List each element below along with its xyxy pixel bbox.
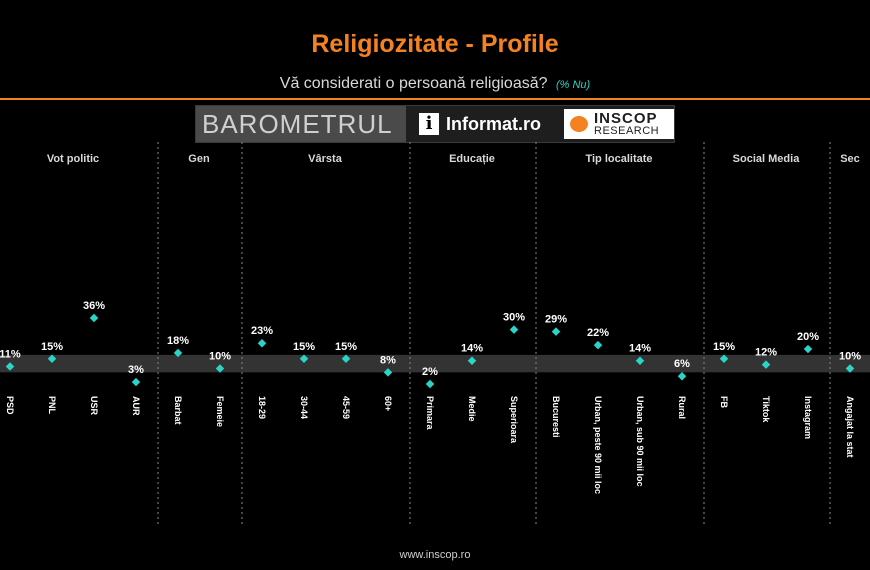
data-label: 2% <box>422 366 438 378</box>
informat-logo-icon: i <box>419 113 439 135</box>
category-label: Urban, peste 90 mii loc <box>593 396 603 494</box>
title-divider <box>0 98 870 100</box>
data-point <box>299 354 309 364</box>
data-point <box>89 313 99 323</box>
data-point <box>761 360 771 369</box>
category-label: 30-44 <box>299 396 309 419</box>
data-label: 20% <box>797 331 819 343</box>
inscop-name: INSCOP <box>594 110 658 127</box>
data-point <box>47 354 57 364</box>
profile-chart: Vot politic 11% PSD 15% PNL 36% USR 3% AUR Gen 18%… <box>0 142 870 525</box>
data-label: 15% <box>335 341 357 353</box>
category-label: Medie <box>467 396 477 422</box>
category-label: PNL <box>47 396 57 415</box>
data-point <box>677 371 687 381</box>
category-label: Tiktok <box>761 396 771 423</box>
inscop-mark-icon <box>570 116 588 132</box>
data-label: 3% <box>128 364 144 376</box>
footer-url: www.inscop.ro <box>399 549 471 561</box>
category-label: Rural <box>677 396 687 419</box>
category-label: AUR <box>131 396 141 416</box>
data-point <box>509 325 519 334</box>
group-label: Social Media <box>733 153 801 165</box>
category-label: Superioara <box>509 396 519 444</box>
data-point <box>383 368 393 377</box>
category-label: Femeie <box>215 396 225 427</box>
data-point <box>257 338 267 348</box>
data-point <box>467 356 477 365</box>
inscop-research: RESEARCH <box>594 125 660 137</box>
category-label: Angajat la stat <box>845 396 855 458</box>
data-point <box>593 340 603 350</box>
category-label: Bucuresti <box>551 396 561 438</box>
barometer-logo: BAROMETRUL <box>196 106 406 142</box>
category-label: PSD <box>5 396 15 415</box>
data-label: 15% <box>293 341 315 353</box>
informat-logo: Informat.ro <box>446 114 542 134</box>
category-label: 60+ <box>383 396 393 411</box>
data-label: 12% <box>755 347 777 359</box>
category-label: 45-59 <box>341 396 351 419</box>
data-label: 30% <box>503 312 525 324</box>
data-point <box>215 364 225 373</box>
subtitle-note: (% Nu) <box>555 79 591 91</box>
data-label: 15% <box>41 341 63 353</box>
data-label: 15% <box>713 341 735 353</box>
category-label: Primara <box>425 396 435 431</box>
data-label: 36% <box>83 300 105 312</box>
data-point <box>803 344 813 354</box>
data-point <box>173 348 183 358</box>
group-label: Vârsta <box>308 153 343 165</box>
category-label: Urban, sub 90 mii loc <box>635 396 645 487</box>
data-point <box>719 354 729 364</box>
data-point <box>5 362 15 371</box>
group-label: Vot politic <box>47 153 99 165</box>
data-label: 14% <box>629 343 651 355</box>
data-label: 29% <box>545 314 567 326</box>
category-label: USR <box>89 396 99 416</box>
page-title: Religiozitate - Profile <box>311 30 559 58</box>
data-label: 10% <box>209 350 231 362</box>
category-label: Instagram <box>803 396 813 439</box>
page-subtitle: Vă considerati o persoană religioasă? (%… <box>0 75 870 93</box>
data-point <box>551 327 561 336</box>
sponsor-banner: BAROMETRUL i Informat.ro INSCOP RESEARCH <box>195 105 675 143</box>
data-point <box>845 364 855 373</box>
data-point <box>131 377 141 387</box>
data-point <box>425 379 435 389</box>
data-label: 11% <box>0 349 21 361</box>
group-label: Tip localitate <box>585 153 652 165</box>
data-point <box>635 356 645 365</box>
data-label: 18% <box>167 335 189 347</box>
data-label: 10% <box>839 350 861 362</box>
data-label: 8% <box>380 354 396 366</box>
subtitle-question: Vă considerati o persoană religioasă? <box>279 75 548 92</box>
data-point <box>341 354 351 364</box>
data-label: 22% <box>587 327 609 339</box>
group-label: Sec <box>840 153 860 165</box>
group-label: Gen <box>188 153 210 165</box>
data-label: 6% <box>674 358 690 370</box>
category-label: FB <box>719 396 729 408</box>
inscop-logo: INSCOP RESEARCH <box>564 109 674 139</box>
category-label: 18-29 <box>257 396 267 419</box>
category-label: Barbat <box>173 396 183 425</box>
data-label: 23% <box>251 325 273 337</box>
data-label: 14% <box>461 343 483 355</box>
group-label: Educație <box>449 153 495 165</box>
